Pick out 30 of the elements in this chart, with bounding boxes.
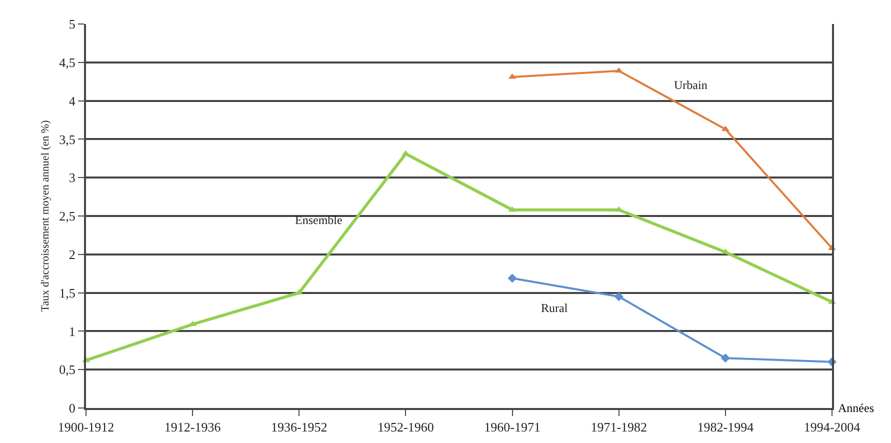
x-axis-title: Années <box>838 401 874 415</box>
x-tick-label: 1982-1994 <box>697 420 754 435</box>
x-tick-label: 1952-1960 <box>378 420 434 435</box>
point <box>720 354 730 363</box>
y-tick-label: 1,5 <box>59 285 76 300</box>
y-tick-label: 0,5 <box>59 362 76 378</box>
y-tick-label: 2,5 <box>59 208 76 224</box>
point <box>508 73 516 79</box>
x-tick-label: 1960-1971 <box>484 420 540 435</box>
x-tick-label: 1971-1982 <box>590 420 648 435</box>
y-tick-label: 4,5 <box>59 54 76 70</box>
series-label: Ensemble <box>295 213 342 227</box>
y-tick-label: 5 <box>68 16 76 32</box>
x-tick-label: 1994-2004 <box>804 420 861 435</box>
y-tick-label: 3,5 <box>59 132 76 147</box>
y-tick-label: 4 <box>68 93 76 108</box>
y-tick-label: 2 <box>68 246 76 262</box>
series-label: Rural <box>541 301 568 315</box>
x-tick-label: 1936-1952 <box>270 420 328 435</box>
point <box>508 274 517 283</box>
point <box>508 206 516 212</box>
y-tick-label: 1 <box>68 324 76 339</box>
x-tick-label: 1900-1912 <box>58 420 114 435</box>
point <box>614 67 623 73</box>
point <box>614 292 624 302</box>
series-label: Urbain <box>674 78 708 92</box>
y-axis-title: Taux d'accroissement moyen annuel (en %) <box>39 120 52 312</box>
x-tick-label: 1912-1936 <box>164 420 222 435</box>
y-tick-label: 3 <box>68 170 76 186</box>
y-tick-label: 0 <box>68 400 76 416</box>
